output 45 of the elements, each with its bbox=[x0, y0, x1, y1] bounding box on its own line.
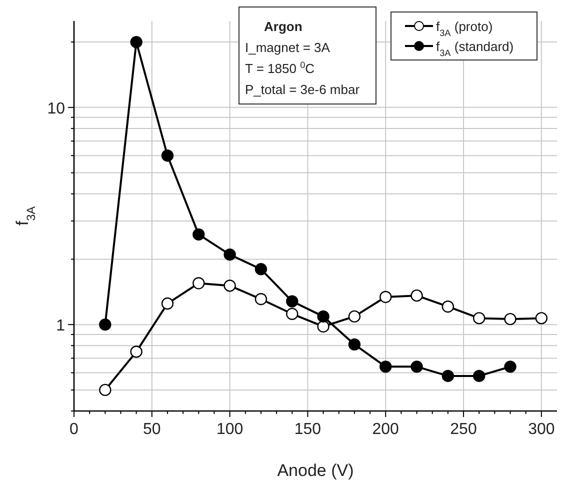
point bbox=[504, 312, 516, 326]
x-tick-label: 100 bbox=[216, 421, 244, 438]
point bbox=[472, 370, 486, 382]
x-tick-label: 150 bbox=[294, 421, 322, 438]
point bbox=[254, 263, 268, 276]
annotation: T = 1850 $^{0}$C bbox=[245, 60, 315, 76]
point bbox=[130, 36, 142, 48]
point bbox=[442, 370, 454, 382]
point bbox=[380, 290, 392, 304]
point bbox=[99, 384, 112, 396]
point bbox=[286, 308, 298, 320]
point bbox=[192, 228, 205, 241]
point bbox=[348, 310, 361, 323]
point bbox=[99, 318, 112, 331]
x-axis-title: Anode (V) bbox=[277, 461, 354, 480]
annotation: I_magnet = 3A bbox=[245, 40, 330, 55]
point bbox=[348, 338, 361, 351]
point bbox=[410, 289, 423, 302]
point bbox=[192, 277, 205, 290]
point bbox=[286, 295, 298, 308]
point bbox=[130, 346, 142, 358]
point bbox=[317, 310, 330, 323]
point bbox=[224, 248, 236, 261]
x-tick-label: 250 bbox=[450, 421, 477, 438]
annotation: Argon bbox=[264, 19, 302, 34]
x-tick-label: 300 bbox=[528, 421, 555, 438]
legend-label: f$_{3A}$ (proto) bbox=[436, 19, 493, 38]
annotation: P_total = 3e-6 mbar bbox=[245, 82, 360, 97]
point bbox=[224, 280, 236, 292]
point bbox=[504, 360, 516, 373]
point bbox=[317, 320, 330, 333]
point bbox=[472, 312, 486, 324]
y-tick-label: 1 bbox=[56, 318, 66, 335]
x-tick-label: 50 bbox=[143, 421, 161, 438]
point bbox=[254, 293, 268, 306]
point bbox=[161, 297, 174, 310]
point bbox=[535, 312, 548, 324]
x-tick-label: 0 bbox=[70, 421, 79, 438]
point bbox=[380, 360, 392, 373]
y-tick-label: 10 bbox=[47, 100, 66, 118]
x-tick-label: 200 bbox=[372, 421, 400, 438]
point bbox=[161, 149, 174, 162]
point bbox=[442, 300, 454, 313]
legend-label: f$_{3A}$ (standard) bbox=[436, 39, 514, 58]
point bbox=[410, 360, 423, 373]
